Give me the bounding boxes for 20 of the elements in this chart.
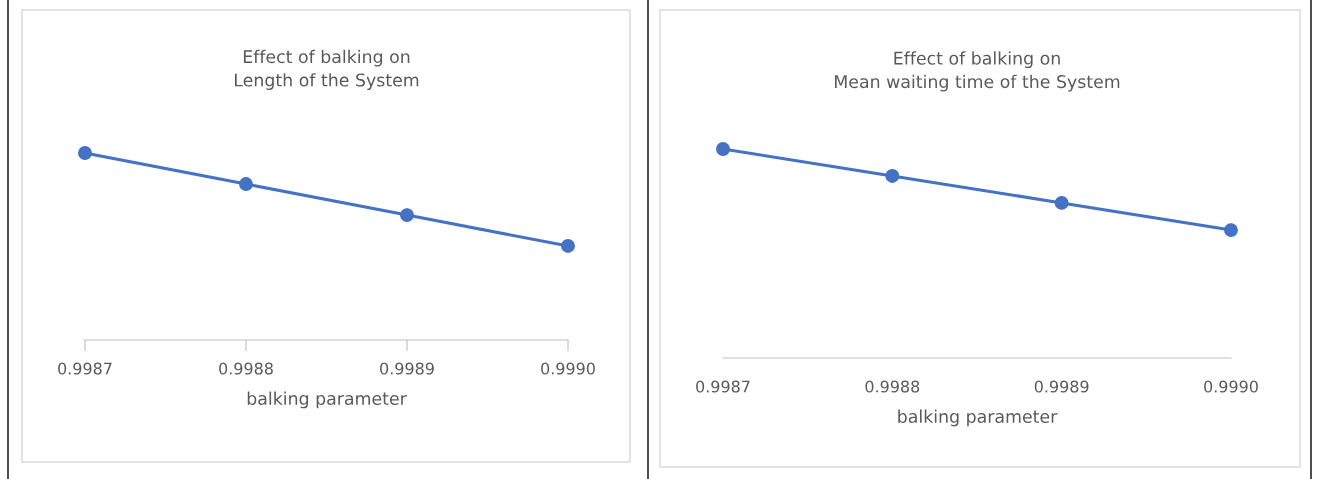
chart-title: Effect of balking on Length of the System: [235, 49, 419, 90]
point: [1224, 223, 1238, 238]
x-tick-label: 0.9987: [58, 362, 112, 375]
point: [78, 146, 92, 160]
x-tick-label: 0.9989: [1034, 380, 1089, 393]
x-tick-label: 0.9988: [865, 380, 920, 393]
x-tick-label: 0.9990: [541, 362, 595, 375]
x-axis-title: balking parameter: [247, 391, 407, 409]
point: [561, 238, 575, 253]
point: [1054, 195, 1069, 210]
x-tick-label: 0.9990: [1204, 380, 1258, 393]
point: [400, 208, 414, 223]
x-tick-label: 0.9989: [380, 362, 434, 375]
point: [885, 169, 900, 183]
point: [239, 177, 253, 191]
x-axis-title: balking parameter: [898, 409, 1058, 427]
chart-title: Effect of balking on Mean waiting time of the System: [835, 51, 1120, 92]
x-tick-label: 0.9988: [219, 362, 273, 375]
point: [716, 142, 730, 156]
x-tick-label: 0.9987: [696, 380, 750, 393]
